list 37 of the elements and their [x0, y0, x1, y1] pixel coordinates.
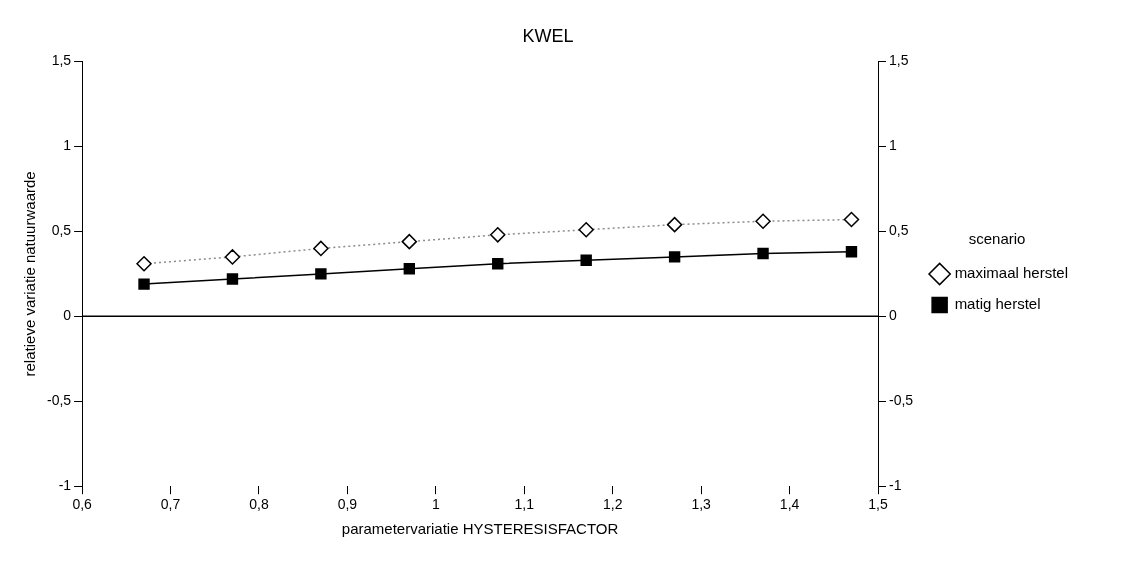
- y-tick-label: 0,5: [51, 222, 72, 239]
- x-tick-label: 1,4: [779, 496, 800, 513]
- x-tick-label: 0,7: [160, 496, 181, 513]
- y-tick-label: -0,5: [47, 392, 72, 409]
- y2-tick-label: 1: [889, 137, 897, 154]
- point: [845, 246, 858, 258]
- point: [138, 278, 150, 290]
- y2-tick-label: 1,5: [889, 52, 909, 69]
- chart-title: KWEL: [522, 25, 574, 46]
- point: [315, 268, 327, 280]
- legend-label: matig herstel: [954, 295, 1041, 313]
- legend-title: scenario: [968, 230, 1026, 248]
- x-tick-label: 1,2: [602, 496, 623, 513]
- y2-tick-label: 0: [889, 307, 897, 324]
- point: [403, 263, 416, 275]
- y-tick-label: 0: [63, 307, 72, 324]
- point: [668, 251, 681, 263]
- x-tick-label: 1,5: [868, 496, 888, 513]
- x-tick-label: 1,3: [691, 496, 712, 513]
- y2-tick-label: 0,5: [889, 222, 909, 239]
- point: [492, 258, 504, 270]
- y-tick-label: 1: [63, 137, 72, 154]
- point: [580, 254, 592, 267]
- point: [757, 247, 769, 260]
- legend-label: maximaal herstel: [954, 264, 1068, 282]
- x-tick-label: 0,8: [249, 496, 269, 513]
- y2-tick-label: -1: [889, 477, 902, 494]
- y-axis-title: relatieve variatie natuurwaarde: [21, 171, 39, 377]
- y2-tick-label: -0,5: [889, 392, 914, 409]
- x-tick-label: 1,1: [514, 496, 535, 513]
- x-tick-label: 0,9: [337, 496, 358, 513]
- x-tick-label: 0,6: [72, 496, 93, 513]
- x-axis-title: parametervariatie HYSTERESISFACTOR: [341, 520, 619, 538]
- y-tick-label: 1,5: [51, 52, 72, 69]
- x-tick-label: 1: [431, 496, 440, 513]
- point: [226, 273, 239, 285]
- y-tick-label: -1: [58, 477, 72, 494]
